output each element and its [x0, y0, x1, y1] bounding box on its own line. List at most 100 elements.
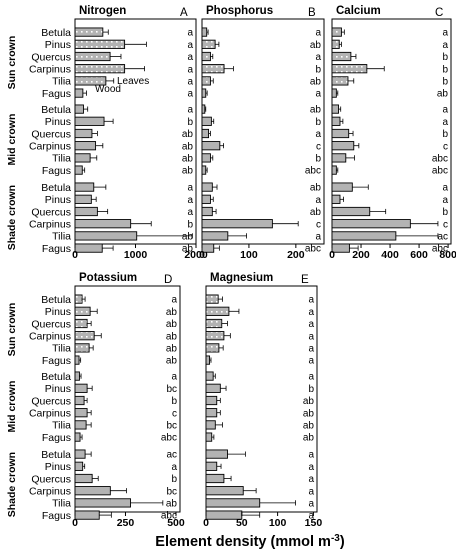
species-label: Tilia [52, 343, 71, 355]
crown-label: Mid crown [6, 114, 18, 166]
significance-letter: ab [310, 77, 322, 88]
species-label: Betula [41, 182, 71, 194]
significance-letter: b [442, 64, 448, 75]
bar [74, 498, 131, 508]
x-tick-label: 0 [199, 249, 205, 261]
significance-letter: a [187, 52, 193, 63]
bar [331, 128, 350, 139]
significance-letter: a [187, 195, 193, 206]
bar [331, 141, 355, 151]
bar [74, 461, 84, 471]
crown-label: Shade crown [6, 185, 18, 250]
panel-title: Phosphorus [206, 5, 273, 17]
species-label: Fagus [42, 88, 71, 100]
significance-letter: ac [166, 450, 177, 461]
species-label: Pinus [45, 306, 71, 318]
bar [205, 498, 261, 508]
bar [74, 231, 138, 241]
x-tick-label: 1000 [124, 249, 148, 261]
bar [205, 486, 244, 496]
species-label: Carpinus [29, 141, 71, 153]
species-label: Quercus [31, 128, 71, 140]
bar [74, 343, 90, 353]
bar [201, 182, 213, 192]
bar [331, 219, 411, 229]
significance-letter: ab [310, 105, 322, 116]
significance-letter: a [171, 372, 177, 383]
bar [74, 219, 132, 229]
significance-letter: a [315, 129, 321, 140]
bar [74, 64, 126, 74]
significance-letter: a [442, 40, 448, 51]
significance-letter: a [308, 295, 314, 306]
panel-d: Potassium DaBetulaabPinusabQuercusabCarpi… [6, 272, 185, 529]
significance-letter: abc [161, 511, 177, 522]
significance-letter: b [442, 129, 448, 140]
bar [331, 182, 353, 192]
species-label: Betula [41, 449, 71, 461]
bar [205, 331, 225, 341]
significance-letter: a [171, 462, 177, 473]
bar [74, 318, 88, 329]
species-label: Pinus [45, 383, 71, 395]
significance-letter: ab [166, 344, 178, 355]
bar [201, 27, 208, 37]
significance-letter: ab [303, 433, 315, 444]
species-label: Pinus [45, 461, 71, 473]
bar [331, 206, 371, 217]
significance-letter: c [316, 219, 321, 230]
significance-letter: b [442, 77, 448, 88]
significance-letter: ab [166, 499, 178, 510]
x-tick-label: 150 [305, 517, 323, 529]
crown-label: Mid crown [6, 381, 18, 433]
significance-letter: abc [305, 166, 321, 177]
significance-letter: ab [182, 244, 194, 255]
bar [74, 116, 105, 126]
significance-letter: abc [305, 244, 321, 255]
x-tick-label: 100 [240, 249, 258, 261]
bar [201, 39, 216, 49]
significance-letter: a [308, 307, 314, 318]
panel-letter: A [180, 7, 188, 19]
significance-letter: b [442, 52, 448, 63]
significance-letter: a [187, 77, 193, 88]
significance-letter: a [308, 486, 314, 497]
significance-letter: a [308, 499, 314, 510]
x-tick-label: 200 [352, 249, 370, 261]
bar [205, 461, 218, 471]
bar [201, 104, 206, 114]
significance-letter: a [308, 331, 314, 342]
bar [201, 206, 213, 217]
significance-letter: b [187, 117, 193, 128]
bar [74, 371, 80, 381]
bar [74, 408, 88, 418]
bar [74, 510, 100, 520]
significance-letter: a [315, 89, 321, 100]
significance-letter: b [315, 154, 321, 165]
species-label: Pinus [45, 116, 71, 128]
significance-letter: ab [310, 207, 322, 218]
panel-letter: E [301, 274, 309, 286]
x-tick-label: 100 [269, 517, 287, 529]
significance-letter: ab [166, 319, 178, 330]
panel-letter: C [435, 7, 443, 19]
species-label: Tilia [52, 231, 71, 243]
legend-wood: Wood [95, 84, 121, 95]
bar [74, 473, 93, 484]
bar [74, 420, 87, 430]
bar [74, 395, 85, 406]
significance-letter: a [308, 450, 314, 461]
x-tick-label: 50 [236, 517, 248, 529]
x-tick-label: 0 [329, 249, 335, 261]
bar [205, 294, 219, 304]
bar [205, 318, 223, 329]
significance-letter: a [308, 462, 314, 473]
bar [201, 153, 211, 163]
bar [74, 355, 80, 365]
bar [74, 141, 97, 151]
bar [331, 194, 341, 204]
bar [205, 473, 225, 484]
significance-letter: a [308, 372, 314, 383]
